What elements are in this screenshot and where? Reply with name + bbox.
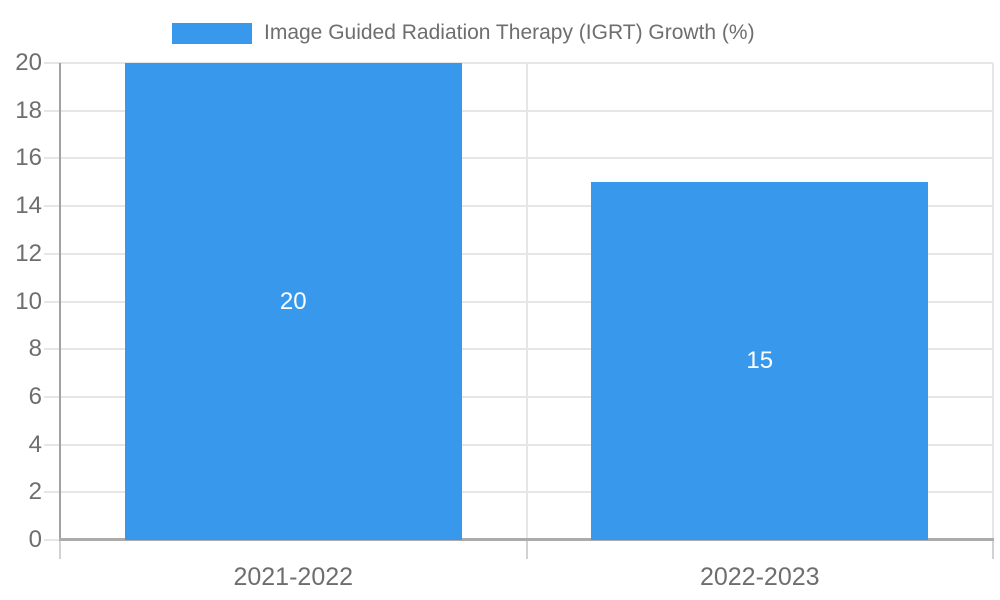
chart-legend[interactable]: Image Guided Radiation Therapy (IGRT) Gr…	[172, 21, 755, 45]
legend-label: Image Guided Radiation Therapy (IGRT) Gr…	[264, 21, 755, 44]
x-tick-mark-2	[992, 540, 994, 559]
y-tick-label-14: 14	[15, 192, 42, 220]
y-axis-line	[59, 63, 61, 540]
y-tick-label-20: 20	[15, 49, 42, 76]
y-tick-label-4: 4	[28, 430, 42, 458]
y-tick-mark-10	[44, 301, 60, 303]
y-tick-mark-4	[44, 444, 60, 446]
bar-value-label-2022-2023: 15	[746, 347, 774, 375]
y-tick-mark-20	[44, 62, 60, 64]
x-tick-mark-0	[59, 540, 61, 559]
y-tick-label-8: 8	[28, 335, 42, 363]
bar-value-label-2021-2022: 20	[279, 287, 307, 315]
x-category-label-2022-2023: 2022-2023	[699, 563, 820, 591]
y-tick-label-6: 6	[28, 382, 42, 410]
y-tick-mark-18	[44, 110, 60, 112]
gridline-x-1	[526, 63, 528, 540]
y-tick-mark-6	[44, 396, 60, 398]
bar-2022-2023[interactable]	[591, 182, 928, 540]
y-tick-mark-8	[44, 348, 60, 350]
y-tick-mark-12	[44, 253, 60, 255]
y-tick-label-0: 0	[28, 526, 42, 553]
legend-color-swatch	[172, 22, 252, 44]
bar-2021-2022[interactable]	[125, 63, 462, 540]
y-tick-label-12: 12	[15, 239, 42, 267]
y-tick-label-2: 2	[28, 478, 42, 506]
y-tick-mark-2	[44, 491, 60, 493]
y-tick-label-10: 10	[15, 287, 42, 315]
y-tick-label-16: 16	[15, 144, 42, 172]
y-tick-label-18: 18	[15, 96, 42, 124]
y-tick-mark-16	[44, 157, 60, 159]
x-category-label-2021-2022: 2021-2022	[233, 563, 354, 591]
x-axis-baseline	[59, 538, 994, 541]
y-tick-mark-0	[44, 539, 60, 541]
x-tick-mark-1	[526, 540, 528, 559]
gridline-x-2	[992, 63, 994, 540]
y-tick-mark-14	[44, 205, 60, 207]
